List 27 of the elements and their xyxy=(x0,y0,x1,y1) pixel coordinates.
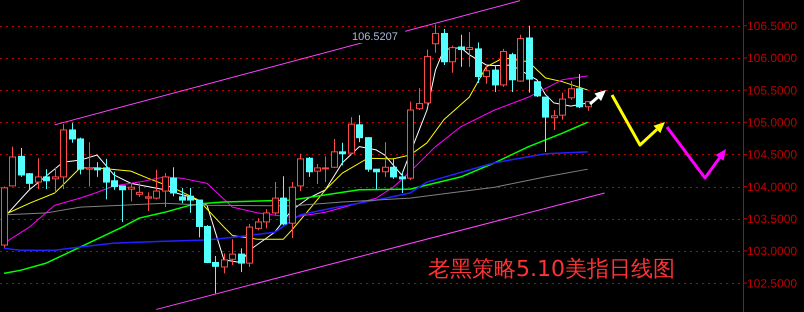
y-tick-label: 104.5000 xyxy=(747,148,798,162)
candlestick xyxy=(221,252,228,274)
candlestick xyxy=(162,172,169,208)
candlestick xyxy=(229,238,236,266)
line-series xyxy=(3,151,588,251)
y-tick-label: 103.5000 xyxy=(747,212,798,226)
y-tick-label: 102.5000 xyxy=(747,276,798,290)
candlestick xyxy=(432,24,439,54)
candlestick xyxy=(35,158,42,190)
candlestick xyxy=(43,168,50,190)
y-tick-label: 105.5000 xyxy=(747,83,798,98)
y-tick-label: 106.5000 xyxy=(747,18,798,33)
y-tick-label: 105.0000 xyxy=(747,115,798,130)
y-tick-label: 103.0000 xyxy=(747,244,798,258)
candlestick xyxy=(86,142,93,188)
y-tick-label: 104.0000 xyxy=(747,180,798,194)
candlestick xyxy=(466,32,473,68)
candlestick xyxy=(475,42,482,84)
candlestick xyxy=(458,34,465,68)
y-tick-label: 106.0000 xyxy=(747,51,798,66)
candlestick xyxy=(339,142,346,166)
candlestick xyxy=(94,162,101,178)
candlestick xyxy=(551,110,558,130)
annotation: 106.5207 xyxy=(352,31,398,43)
candlestick xyxy=(526,25,533,94)
text: 老黑策略5.10美指日线图 xyxy=(428,257,675,282)
candlestick xyxy=(483,64,490,84)
